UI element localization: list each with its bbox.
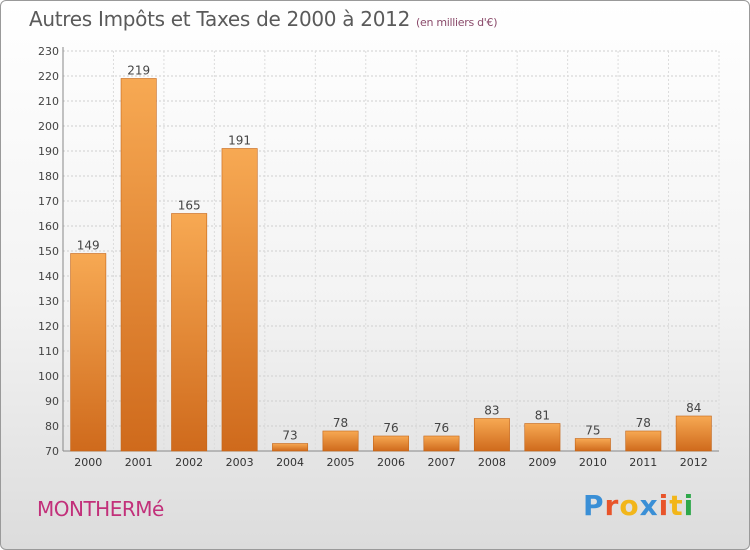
bar: [574, 438, 611, 452]
x-tick-label: 2001: [125, 456, 153, 469]
logo-letter: P: [583, 489, 605, 522]
data-label: 84: [686, 401, 701, 415]
y-tick-label: 170: [38, 195, 59, 208]
proxiti-logo: Proxiti: [583, 489, 694, 522]
bar: [524, 423, 561, 452]
data-label: 149: [77, 239, 100, 253]
y-tick-label: 100: [38, 370, 59, 383]
logo-letter: r: [604, 489, 620, 522]
x-tick-label: 2008: [478, 456, 506, 469]
x-tick-label: 2007: [427, 456, 455, 469]
logo-letter: i: [658, 489, 670, 522]
data-label: 165: [178, 199, 201, 213]
y-tick-label: 130: [38, 295, 59, 308]
y-tick-label: 210: [38, 95, 59, 108]
bar: [120, 78, 157, 452]
y-tick-label: 150: [38, 245, 59, 258]
bars: [70, 78, 712, 452]
data-label: 81: [535, 409, 550, 423]
y-tick-label: 140: [38, 270, 59, 283]
y-tick-label: 120: [38, 320, 59, 333]
y-tick-label: 220: [38, 70, 59, 83]
data-label: 219: [127, 64, 150, 78]
bar: [70, 253, 107, 452]
data-label: 75: [585, 424, 600, 438]
y-tick-label: 200: [38, 120, 59, 133]
bar: [272, 443, 309, 452]
axes: [62, 47, 719, 452]
x-tick-label: 2000: [74, 456, 102, 469]
logo-letter: x: [639, 489, 659, 522]
data-label: 78: [333, 416, 348, 430]
commune-name: MONTHERMé: [37, 497, 164, 521]
y-tick-label: 160: [38, 220, 59, 233]
grid-lines: [62, 50, 720, 452]
x-tick-label: 2005: [327, 456, 355, 469]
bar: [625, 430, 662, 452]
data-label: 191: [228, 134, 251, 148]
data-label: 83: [484, 404, 499, 418]
bar: [373, 435, 409, 452]
x-tick-label: 2012: [680, 456, 708, 469]
x-tick-label: 2010: [579, 456, 607, 469]
logo-letter: t: [669, 489, 684, 522]
y-tick-label: 70: [45, 445, 59, 458]
labels: 7080901001101201301401501601701801902002…: [38, 45, 708, 469]
bar: [423, 435, 460, 452]
chart-subtitle: (en milliers d'€): [416, 16, 498, 29]
data-label: 73: [282, 429, 297, 443]
x-tick-label: 2002: [175, 456, 203, 469]
x-tick-label: 2006: [377, 456, 405, 469]
bar: [322, 430, 359, 452]
logo-letter: o: [619, 489, 640, 522]
logo-letter: i: [683, 489, 695, 522]
y-tick-label: 190: [38, 145, 59, 158]
data-label: 78: [636, 416, 651, 430]
data-label: 76: [434, 421, 449, 435]
x-tick-label: 2004: [276, 456, 304, 469]
x-tick-label: 2009: [528, 456, 556, 469]
y-tick-label: 180: [38, 170, 59, 183]
bar: [171, 213, 208, 452]
x-tick-label: 2011: [629, 456, 657, 469]
y-tick-label: 230: [38, 45, 59, 58]
bar: [473, 418, 510, 452]
y-tick-label: 110: [38, 345, 59, 358]
bar: [675, 415, 712, 452]
y-tick-label: 80: [45, 420, 59, 433]
y-tick-label: 90: [45, 395, 59, 408]
data-label: 76: [383, 421, 398, 435]
bar: [221, 148, 258, 452]
x-tick-label: 2003: [226, 456, 254, 469]
chart-title-text: Autres Impôts et Taxes de 2000 à 2012: [29, 7, 410, 31]
chart-title: Autres Impôts et Taxes de 2000 à 2012 (en…: [29, 7, 497, 31]
